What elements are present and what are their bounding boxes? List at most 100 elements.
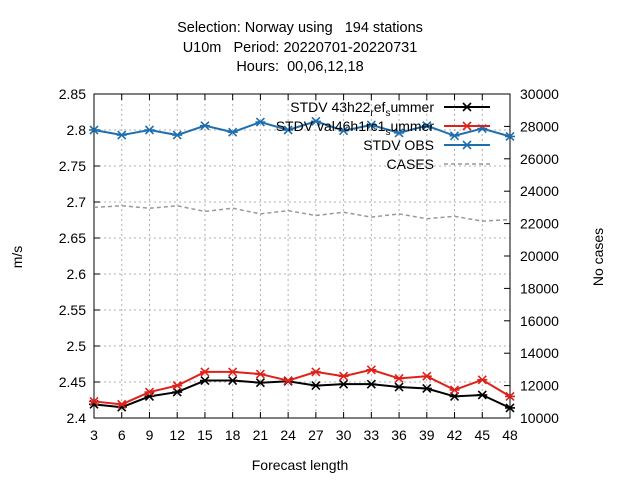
x-tick-label: 27 [308,427,324,443]
legend-marker [462,102,472,112]
title-line-3: Hours: 00,06,12,18 [236,59,363,75]
x-tick-label: 15 [197,427,213,443]
y-tick-label: 2.8 [67,122,87,138]
y-tick-label: 2.7 [67,194,87,210]
x-tick-label: 18 [225,427,241,443]
y2-tick-label: 26000 [520,151,559,167]
x-tick-label: 9 [146,427,154,443]
x-tick-label: 36 [391,427,407,443]
y-axis-ticks: 2.4 2.45 2.5 2.55 2.6 2.65 2.7 2.75 2.8 2.85 [59,86,100,426]
series-point [116,399,127,409]
series-point [477,375,488,385]
legend-label: STDV 43h22refsummer [290,99,434,119]
x-tick-label: 12 [169,427,185,443]
series-point [505,403,515,413]
legend-entry-0: STDV 43h22refsummer [290,99,490,119]
series-point [310,116,321,126]
x-tick-label: 24 [280,427,296,443]
title-line-2: U10m Period: 20220701-20220731 [183,40,418,56]
series-point [338,371,349,381]
title-line-1: Selection: Norway using 194 stations [177,20,423,36]
legend-marker [462,121,472,131]
y2-tick-label: 22000 [520,216,559,232]
chart-title: Selection: Norway using 194 stations U10… [177,20,423,75]
y2-tick-label: 16000 [520,313,559,329]
grid [94,94,510,418]
series-point [449,385,460,395]
series-point [449,131,460,141]
series-point [366,365,377,375]
series-point [144,125,155,135]
x-tick-label: 39 [419,427,435,443]
series-point [172,130,183,140]
y-tick-label: 2.55 [59,302,86,318]
x-tick-label: 45 [474,427,490,443]
y2-tick-label: 14000 [520,345,559,361]
series-point [199,375,210,386]
x-tick-label: 6 [118,427,126,443]
series-point [366,379,377,389]
y2-axis-ticks: 10000 12000 14000 16000 18000 20000 22000 24000… [504,86,559,426]
series-2 [89,116,515,142]
y-tick-label: 2.75 [59,158,86,174]
series-point [310,367,321,377]
legend-entry-1: STDV val46h1rc1summer [276,118,490,138]
y2-tick-label: 24000 [520,183,559,199]
series-point [283,375,294,386]
series-point [255,369,266,379]
series-point [477,390,488,400]
series-point [89,125,99,135]
series-0 [89,375,515,413]
axes [93,93,511,419]
y2-tick-label: 10000 [520,410,559,426]
y-tick-label: 2.4 [67,410,87,426]
x-tick-label: 48 [502,427,518,443]
x-tick-label: 21 [253,427,269,443]
series-point [89,396,99,407]
y-tick-label: 2.6 [67,266,87,282]
y2-tick-label: 20000 [520,248,559,264]
series-line [93,205,511,222]
series-point [421,371,432,381]
y2-tick-label: 12000 [520,378,559,394]
y-tick-label: 2.65 [59,230,86,246]
y-tick-label: 2.45 [59,374,86,390]
series-point [394,373,405,383]
series-group [89,116,515,413]
series-point [172,381,183,391]
series-point [116,130,127,140]
series-line [93,120,511,138]
series-point [394,128,405,138]
x-tick-label: 33 [364,427,380,443]
x-tick-label: 30 [336,427,352,443]
series-line [93,379,511,409]
y2-axis-label: No cases [590,228,606,286]
series-point [366,120,377,130]
series-point [255,117,266,127]
series-point [394,382,405,392]
y2-tick-label: 30000 [520,86,559,102]
legend-entry-3: CASES [387,156,490,172]
legend-marker [462,140,472,150]
series-point [338,379,349,389]
legend-label: STDV OBS [363,137,434,153]
series-1 [89,365,515,409]
y-axis-label: m/s [9,246,25,269]
series-point [255,378,266,388]
series-point [505,131,515,142]
series-point [199,121,210,131]
series-point [144,387,155,397]
series-point [338,126,349,136]
legend-label: STDV val46h1rc1summer [276,118,435,138]
x-axis-ticks: 3 6 9 12 15 18 21 24 27 30 33 36 39 42 45 48 [90,94,518,443]
y2-tick-label: 28000 [520,118,559,134]
y2-tick-label: 18000 [520,280,559,296]
x-tick-label: 3 [90,427,98,443]
series-point [421,383,432,394]
series-point [421,121,432,131]
legend-label: CASES [387,156,434,172]
series-point [227,367,238,377]
series-point [310,381,321,391]
